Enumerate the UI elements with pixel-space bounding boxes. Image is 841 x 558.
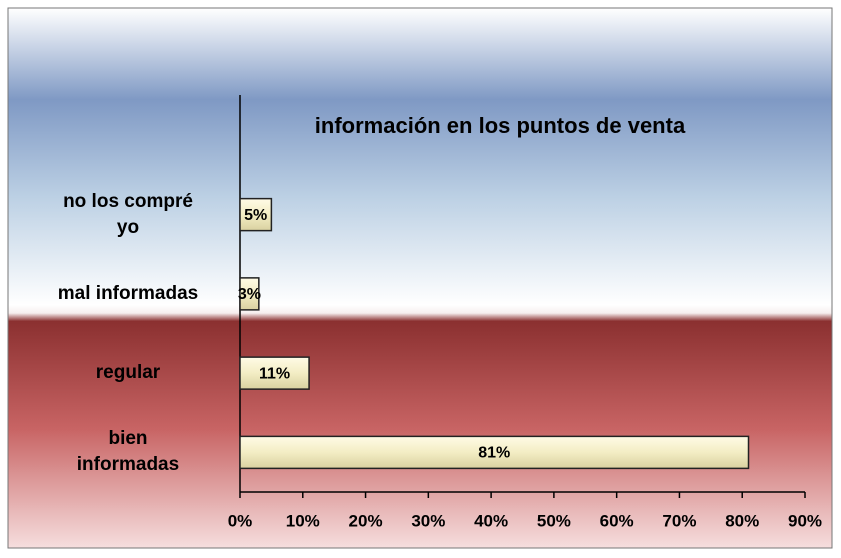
chart-title: información en los puntos de venta [315,113,686,138]
value-label: 5% [244,207,267,224]
y-tick-label: mal informadas [57,282,199,304]
x-tick-label: 70% [662,511,696,530]
y-tick-label: no los compré yo [63,190,193,238]
x-tick-label: 80% [725,511,759,530]
y-tick-label: bien informadas [76,428,180,476]
x-tick-label: 40% [474,511,508,530]
x-tick-label: 10% [286,511,320,530]
value-label: 81% [478,445,510,462]
x-tick-label: 20% [349,511,383,530]
y-tick-label: regular [95,362,161,384]
x-tick-label: 30% [411,511,445,530]
value-label: 11% [259,365,290,382]
bar [239,435,750,470]
bar [239,356,310,390]
bar [239,277,260,311]
x-tick-label: 50% [537,511,571,530]
value-label: 3% [238,286,261,303]
x-tick-label: 60% [600,511,634,530]
bar [239,197,273,232]
x-tick-label: 90% [788,511,822,530]
x-tick-label: 0% [228,511,253,530]
